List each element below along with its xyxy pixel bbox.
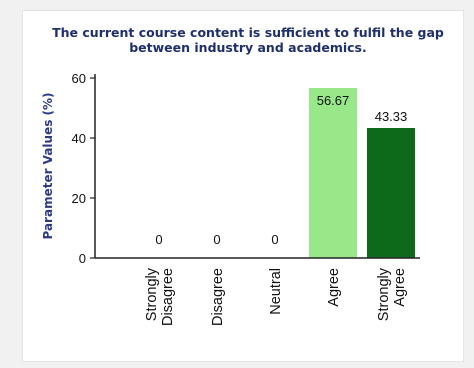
bars: 0 0 0 56.67 43.33 <box>155 87 415 259</box>
x-tick-label: Disagree <box>160 268 176 326</box>
x-tick-label: Disagree <box>210 268 226 326</box>
y-tick-label: 40 <box>72 131 86 146</box>
data-label: 0 <box>213 232 220 247</box>
y-tick-label: 0 <box>79 251 86 266</box>
x-tick-label: Strongly <box>376 267 392 321</box>
chart-title: The current course content is sufficient… <box>52 25 444 55</box>
data-label: 43.33 <box>375 109 408 124</box>
chart-title-line: between industry and academics. <box>129 40 367 55</box>
x-tick-label: Strongly <box>144 267 160 321</box>
y-axis: 0 20 40 60 <box>72 71 96 266</box>
x-tick-label: Neutral <box>268 268 284 315</box>
y-axis-label: Parameter Values (%) <box>41 92 55 239</box>
bar <box>309 87 357 259</box>
y-tick-label: 60 <box>72 71 86 86</box>
y-tick-label: 20 <box>72 191 86 206</box>
x-axis: Strongly Disagree Disagree Neutral Agree Stro… <box>95 257 420 326</box>
data-label: 56.67 <box>317 93 350 108</box>
x-tick-label: Agree <box>326 268 342 307</box>
data-label: 0 <box>155 232 162 247</box>
x-tick-label: Agree <box>392 268 408 307</box>
bar <box>367 128 415 258</box>
data-label: 0 <box>271 232 278 247</box>
chart-title-line: The current course content is sufficient… <box>52 25 444 40</box>
